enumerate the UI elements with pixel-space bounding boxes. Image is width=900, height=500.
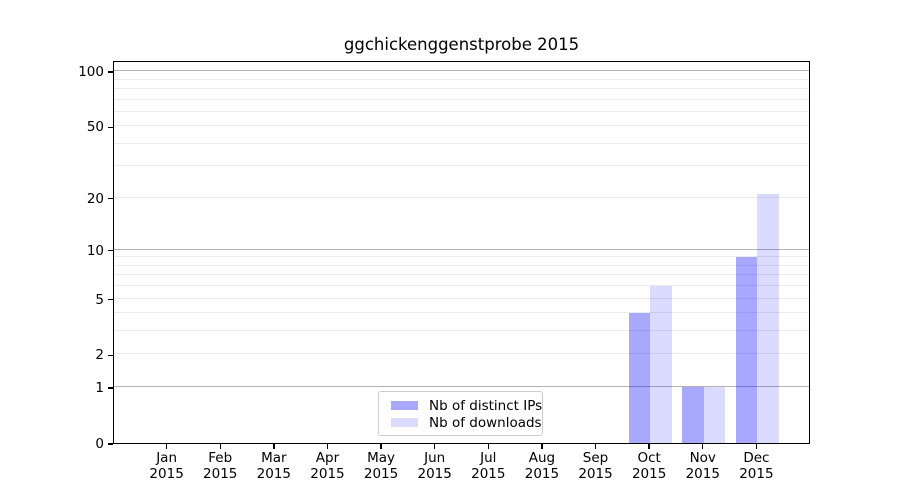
- x-tick-mark: [648, 444, 650, 449]
- y-tick-label: 20: [86, 190, 104, 207]
- x-tick-label: Jul 2015: [471, 450, 506, 482]
- bar-distinct-ips-oct: [628, 313, 651, 443]
- downloads-swatch-icon: [391, 418, 418, 427]
- x-tick-label: May 2015: [363, 450, 399, 482]
- minor-gridline: [114, 165, 809, 167]
- x-tick-label: Mar 2015: [256, 450, 292, 482]
- legend-label: Nb of distinct IPs: [429, 397, 543, 414]
- x-tick-label: Jan 2015: [149, 450, 184, 482]
- x-tick-label: Nov 2015: [685, 450, 720, 482]
- x-tick-label: Dec 2015: [739, 450, 774, 482]
- minor-gridline: [114, 125, 809, 127]
- x-tick-mark: [273, 444, 275, 449]
- y-tick-mark: [108, 387, 113, 389]
- minor-gridline: [114, 264, 809, 266]
- y-tick-mark: [108, 126, 113, 128]
- x-tick-mark: [541, 444, 543, 449]
- y-tick-mark: [108, 250, 113, 252]
- bar-downloads-nov: [703, 387, 726, 443]
- y-tick-mark: [108, 354, 113, 357]
- plot-area: [113, 61, 810, 444]
- y-tick-label: 2: [95, 347, 104, 364]
- x-tick-mark: [433, 444, 436, 449]
- legend-item-distinct-ips: Nb of distinct IPs: [391, 397, 542, 414]
- minor-gridline: [114, 78, 809, 80]
- x-tick-mark: [755, 444, 758, 449]
- minor-gridline: [114, 256, 809, 258]
- x-tick-label: Oct 2015: [631, 450, 667, 482]
- minor-gridline: [114, 87, 809, 89]
- y-tick-mark: [108, 198, 113, 200]
- x-tick-label: Feb 2015: [203, 450, 238, 482]
- y-tick-label: 0: [95, 436, 104, 452]
- y-tick-label: 10: [86, 242, 104, 259]
- minor-gridline: [114, 297, 809, 299]
- y-tick-mark: [108, 71, 113, 73]
- x-tick-label: Jun 2015: [417, 450, 452, 482]
- x-tick-mark: [487, 444, 489, 449]
- major-gridline: [114, 248, 809, 250]
- y-tick-mark: [108, 443, 113, 445]
- x-tick-mark: [594, 444, 597, 449]
- y-tick-label: 50: [86, 119, 104, 136]
- legend-label: Nb of downloads: [429, 414, 542, 431]
- x-tick-label: Apr 2015: [310, 450, 345, 482]
- minor-gridline: [114, 196, 809, 198]
- bar-downloads-dec: [757, 193, 779, 443]
- x-tick-label: Aug 2015: [524, 450, 560, 482]
- bar-downloads-oct: [650, 286, 672, 443]
- x-tick-mark: [380, 444, 382, 449]
- minor-gridline: [114, 142, 809, 144]
- major-gridline: [114, 386, 809, 388]
- major-gridline: [114, 70, 809, 72]
- x-tick-mark: [219, 444, 221, 449]
- legend-item-downloads: Nb of downloads: [391, 414, 542, 431]
- legend: Nb of distinct IPs Nb of downloads: [378, 391, 543, 436]
- bar-distinct-ips-nov: [682, 387, 704, 443]
- minor-gridline: [114, 330, 809, 332]
- minor-gridline: [114, 274, 809, 276]
- distinct-ips-swatch-icon: [391, 401, 418, 410]
- minor-gridline: [114, 110, 809, 112]
- minor-gridline: [114, 285, 809, 287]
- y-tick-mark: [108, 298, 113, 301]
- x-tick-mark: [326, 444, 329, 449]
- bar-distinct-ips-dec: [735, 257, 758, 443]
- chart-title: ggchickenggenstprobe 2015: [343, 35, 580, 54]
- minor-gridline: [114, 312, 809, 314]
- y-tick-label: 1: [95, 380, 104, 397]
- y-tick-label: 5: [95, 291, 104, 308]
- x-tick-mark: [165, 444, 168, 449]
- minor-gridline: [114, 98, 809, 100]
- y-tick-label: 100: [78, 64, 104, 81]
- x-tick-mark: [702, 444, 704, 449]
- x-tick-label: Sep 2015: [578, 450, 613, 482]
- minor-gridline: [114, 353, 809, 355]
